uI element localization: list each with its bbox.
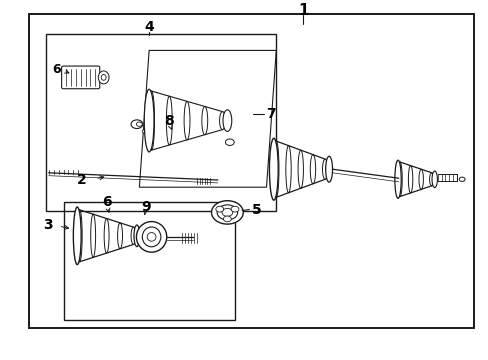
Ellipse shape: [458, 177, 464, 181]
Ellipse shape: [325, 156, 332, 182]
Ellipse shape: [211, 201, 243, 224]
Ellipse shape: [394, 160, 400, 198]
Ellipse shape: [223, 110, 231, 131]
Ellipse shape: [223, 216, 231, 222]
Ellipse shape: [73, 207, 81, 265]
Ellipse shape: [131, 120, 142, 129]
Ellipse shape: [117, 223, 122, 249]
Ellipse shape: [136, 222, 166, 252]
Bar: [63, 202, 234, 320]
Text: 2: 2: [77, 173, 87, 187]
Ellipse shape: [309, 155, 315, 184]
Ellipse shape: [166, 96, 172, 145]
Ellipse shape: [183, 102, 189, 140]
Ellipse shape: [202, 107, 207, 135]
Ellipse shape: [215, 206, 223, 212]
Bar: [46, 34, 276, 211]
Ellipse shape: [142, 227, 161, 247]
Ellipse shape: [147, 233, 156, 241]
Text: 8: 8: [163, 114, 173, 127]
Ellipse shape: [142, 130, 147, 133]
Ellipse shape: [429, 173, 433, 186]
Ellipse shape: [269, 138, 278, 200]
Ellipse shape: [144, 89, 154, 152]
Text: 6: 6: [102, 195, 111, 209]
Ellipse shape: [104, 219, 109, 253]
Text: 9: 9: [141, 200, 150, 214]
Ellipse shape: [217, 205, 237, 220]
Ellipse shape: [134, 225, 140, 247]
Ellipse shape: [322, 159, 327, 179]
Ellipse shape: [101, 75, 106, 80]
Ellipse shape: [231, 206, 239, 212]
Ellipse shape: [98, 71, 109, 84]
Ellipse shape: [131, 227, 136, 244]
Ellipse shape: [148, 91, 154, 150]
Ellipse shape: [418, 169, 423, 189]
Bar: [29, 14, 473, 328]
Ellipse shape: [397, 162, 401, 197]
Ellipse shape: [222, 208, 232, 216]
Text: 3: 3: [43, 218, 53, 232]
Text: 1: 1: [297, 3, 308, 18]
Text: 4: 4: [144, 21, 154, 34]
Ellipse shape: [273, 141, 278, 197]
FancyBboxPatch shape: [61, 66, 100, 89]
Ellipse shape: [136, 122, 142, 126]
Ellipse shape: [219, 112, 225, 130]
Ellipse shape: [285, 145, 290, 193]
Ellipse shape: [91, 214, 95, 257]
Ellipse shape: [225, 139, 234, 145]
Text: 5: 5: [251, 203, 261, 216]
Text: 7: 7: [266, 108, 276, 121]
Ellipse shape: [77, 210, 82, 262]
Ellipse shape: [407, 166, 412, 193]
Text: 6: 6: [52, 63, 61, 76]
Ellipse shape: [297, 150, 303, 188]
Ellipse shape: [431, 171, 436, 188]
